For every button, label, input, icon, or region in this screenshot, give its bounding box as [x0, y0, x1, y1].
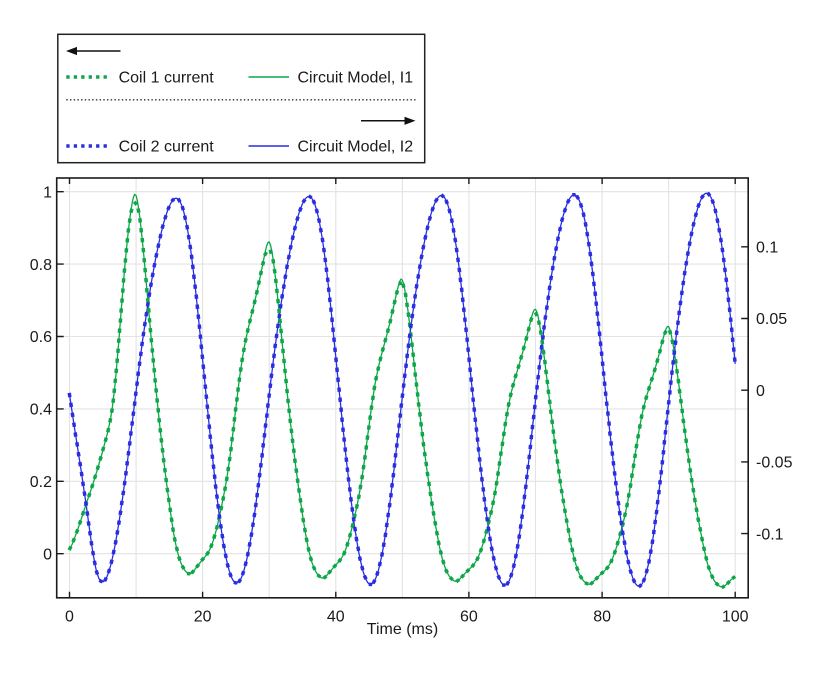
- svg-text:0: 0: [756, 383, 765, 400]
- svg-text:Coil 1 current: Coil 1 current: [119, 69, 215, 86]
- svg-text:-0.1: -0.1: [756, 526, 784, 543]
- svg-text:1: 1: [43, 184, 52, 201]
- svg-text:Circuit Model, I2: Circuit Model, I2: [298, 138, 414, 155]
- svg-text:0: 0: [43, 546, 52, 563]
- svg-text:0.8: 0.8: [30, 257, 52, 274]
- svg-text:0.4: 0.4: [30, 402, 52, 419]
- svg-text:0.6: 0.6: [30, 329, 52, 346]
- svg-text:0: 0: [65, 609, 74, 626]
- svg-text:0.05: 0.05: [756, 311, 787, 328]
- svg-text:Circuit Model, I1: Circuit Model, I1: [298, 69, 414, 86]
- svg-text:20: 20: [194, 609, 212, 626]
- svg-text:40: 40: [327, 609, 345, 626]
- svg-text:0.1: 0.1: [756, 240, 778, 257]
- svg-text:80: 80: [593, 609, 611, 626]
- svg-text:Coil 2 current: Coil 2 current: [119, 138, 215, 155]
- svg-text:0.2: 0.2: [30, 474, 52, 491]
- svg-text:100: 100: [722, 609, 749, 626]
- svg-text:60: 60: [460, 609, 478, 626]
- svg-text:Time (ms): Time (ms): [367, 621, 438, 638]
- svg-text:-0.05: -0.05: [756, 455, 793, 472]
